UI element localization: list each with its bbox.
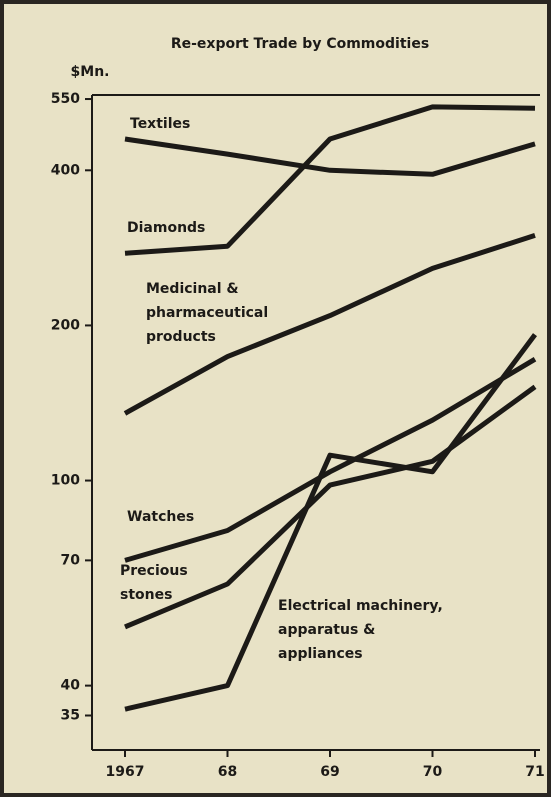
y-tick-label: 550 xyxy=(51,91,80,107)
x-tick-label: 68 xyxy=(218,764,237,780)
y-tick-label: 400 xyxy=(51,162,80,178)
y-tick-label: 100 xyxy=(51,473,80,489)
x-tick-label: 70 xyxy=(423,764,443,780)
x-tick-label: 69 xyxy=(320,764,339,780)
series-label: Electrical machinery, apparatus & applia… xyxy=(278,598,448,662)
x-tick-label: 1967 xyxy=(106,764,145,780)
series-line xyxy=(124,357,537,563)
series-line xyxy=(123,233,536,416)
series-label: Watches xyxy=(127,509,194,525)
x-tick-label: 71 xyxy=(525,764,544,780)
series-line xyxy=(124,333,538,712)
y-axis-label: $Mn. xyxy=(71,64,110,80)
y-tick-label: 40 xyxy=(61,678,81,694)
series-label: Precious stones xyxy=(120,563,193,603)
paper xyxy=(4,4,547,793)
series-line xyxy=(124,384,537,630)
series-line xyxy=(124,136,536,177)
series-line xyxy=(124,104,536,256)
y-tick-label: 70 xyxy=(61,552,81,568)
y-tick-label: 35 xyxy=(61,708,80,724)
series-label: Diamonds xyxy=(127,220,205,236)
y-tick-label: 200 xyxy=(51,317,80,333)
chart-title: Re-export Trade by Commodities xyxy=(171,36,429,52)
series-label: Medicinal & pharmaceutical products xyxy=(146,281,273,345)
series-label: Textiles xyxy=(130,116,190,132)
